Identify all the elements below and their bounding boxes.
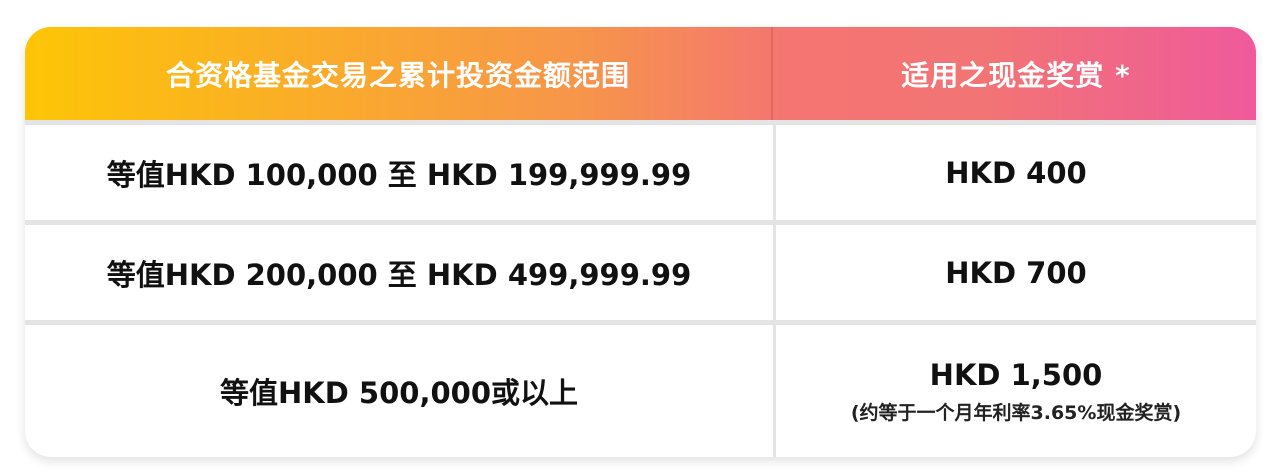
table-header: 合资格基金交易之累计投资金额范围 适用之现金奖赏 * — [25, 27, 1256, 120]
reward-cell: HKD 1,500 — [929, 357, 1103, 392]
reward-table: 合资格基金交易之累计投资金额范围 适用之现金奖赏 * 等值HKD 100,000… — [25, 27, 1256, 457]
table-row: 等值HKD 100,000 至 HKD 199,999.99 HKD 400 — [25, 125, 1256, 220]
header-cash-reward: 适用之现金奖赏 * — [901, 58, 1131, 92]
header-investment-range: 合资格基金交易之累计投资金额范围 — [25, 27, 773, 120]
reward-cell: HKD 400 — [945, 155, 1087, 190]
range-cell: 等值HKD 200,000 至 HKD 499,999.99 — [106, 257, 692, 292]
range-cell: 等值HKD 100,000 至 HKD 199,999.99 — [106, 157, 692, 192]
reward-cell: HKD 700 — [945, 255, 1087, 290]
reward-note: (约等于一个月年利率3.65%现金奖赏) — [850, 401, 1182, 424]
table-row: 等值HKD 200,000 至 HKD 499,999.99 HKD 700 — [25, 225, 1256, 320]
range-cell: 等值HKD 500,000或以上 — [220, 376, 578, 410]
table-row: 等值HKD 500,000或以上 HKD 1,500 (约等于一个月年利率3.6… — [25, 325, 1256, 457]
